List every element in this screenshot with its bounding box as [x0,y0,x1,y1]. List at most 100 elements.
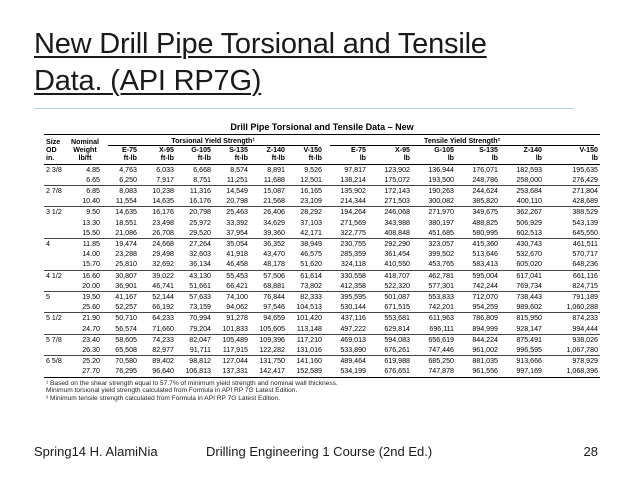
cell-tensile: 253,684 [500,185,544,197]
cell-weight: 15.50 [82,228,100,237]
cell-torsional: 51,620 [300,260,322,269]
cell-torsional: 7,917 [156,175,174,184]
cell-torsional: 10,238 [139,185,176,197]
table-row: 6.65 6,250 7,917 8,751 11,251 11,688 12,501 138… [44,175,600,186]
cell-tensile: 395,595 [324,291,368,303]
cell-torsional: 57,633 [176,291,213,303]
cell-torsional: 58,605 [102,333,139,346]
cell-weight: 15.70 [82,260,100,269]
cell-torsional: 27,264 [176,238,213,250]
cell-torsional: 122,282 [259,346,285,355]
cell-tensile: 138,214 [340,175,366,184]
cell-torsional: 25,463 [213,206,250,218]
cell-weight: 13.30 [82,218,100,227]
cell-tensile: 214,344 [340,197,366,206]
cell-torsional: 8,574 [230,165,248,174]
cell-torsional: 42,171 [300,228,322,237]
cell-tensile: 913,666 [500,355,544,367]
cell-tensile: 469,013 [324,333,368,346]
cell-torsional: 6,033 [156,165,174,174]
cell-torsional: 97,546 [263,303,285,312]
header-grade: V-150 [303,146,322,155]
cell-tensile: 824,715 [572,281,599,290]
cell-tensile: 874,233 [544,312,601,324]
table-row: 24.70 56,574 71,660 79,204 101,833 105,605 113… [44,324,600,335]
cell-torsional: 6,668 [193,165,211,174]
cell-tensile: 489,464 [324,355,368,367]
cell-torsional: 50,710 [102,312,139,324]
cell-size [44,249,68,259]
cell-tensile: 388,529 [544,206,601,218]
cell-torsional: 21,568 [263,197,285,206]
cell-tensile: 961,556 [472,367,498,376]
header-grade: Z-140 [523,146,542,155]
cell-tensile: 97,817 [344,165,366,174]
cell-torsional: 82,047 [176,333,213,346]
cell-tensile: 938,026 [544,333,601,346]
header-row: Size Nominal Torsional Yield Strength¹ Tens… [44,134,601,147]
cell-size: 5 1/2 [44,312,68,324]
cell-torsional: 20,798 [176,206,213,218]
cell-tensile: 513,646 [472,250,498,259]
cell-torsional: 79,204 [189,324,211,333]
cell-tensile: 135,902 [324,185,368,197]
cell-tensile: 385,820 [472,197,498,206]
header-unit: lb [500,154,544,165]
cell-tensile: 271,804 [544,185,601,197]
cell-tensile: 570,717 [572,250,599,259]
cell-torsional: 109,396 [250,333,287,346]
cell-tensile: 271,569 [340,218,366,227]
cell-tensile: 190,263 [412,185,456,197]
cell-torsional: 33,392 [226,218,248,227]
header-unit: ft-lb [102,154,139,165]
table-row: 4 1/2 16.60 30,807 39,022 43,130 55,453 57,506… [44,269,601,281]
cell-torsional: 18,551 [115,218,137,227]
header-unit: ft-lb [213,154,250,165]
cell-tensile: 543,139 [572,218,599,227]
cell-size: 5 7/8 [44,333,68,346]
cell-torsional: 16,176 [189,197,211,206]
tensile-group-label: Tensile Yield Strength² [330,137,595,147]
header-grade: X-95 [395,146,410,155]
header-size: in. [44,154,68,165]
cell-torsional: 61,614 [287,269,324,281]
cell-torsional: 101,833 [222,324,248,333]
cell-torsional: 68,881 [263,281,285,290]
cell-tensile: 791,189 [544,291,601,303]
cell-torsional: 89,402 [139,355,176,367]
table-row: 3 1/2 9.50 14,635 16,176 20,798 25,463 26,406 2… [44,206,601,218]
slide-footer: Spring14 H. AlamiNia Drilling Engineerin… [0,444,638,464]
cell-tensile: 712,070 [456,291,500,303]
header-grade: S-135 [229,146,248,155]
cell-weight: 26.30 [82,346,100,355]
cell-tensile: 661,116 [544,269,601,281]
cell-torsional: 105,489 [213,333,250,346]
header-size: OD [46,146,57,155]
cell-torsional: 57,506 [250,269,287,281]
cell-torsional: 66,421 [226,281,248,290]
cell-tensile: 534,199 [340,367,366,376]
cell-torsional: 36,134 [189,260,211,269]
table-row: 20.00 36,901 46,741 51,661 66,421 68,881 73,80… [44,281,600,292]
cell-torsional: 71,660 [152,324,174,333]
cell-torsional: 39,022 [139,269,176,281]
cell-tensile: 530,144 [340,303,366,312]
cell-torsional: 43,130 [176,269,213,281]
cell-weight: 9.50 [68,206,102,218]
cell-tensile: 300,082 [428,197,454,206]
cell-tensile: 428,689 [572,197,599,206]
header-torsional-group: Torsional Yield Strength¹ [102,134,324,147]
cell-torsional: 76,295 [115,367,137,376]
header-grade: Z-140 [266,146,285,155]
cell-size [44,196,68,207]
header-weight: Weight [73,146,97,155]
table-caption: Drill Pipe Torsional and Tensile Data – … [230,122,414,132]
cell-torsional: 48,178 [263,260,285,269]
cell-tensile: 997,169 [516,367,542,376]
table-row: 10.40 11,554 14,635 16,176 20,798 21,568 23,10… [44,196,600,207]
cell-torsional: 37,103 [300,218,322,227]
table-row: 15.70 25,810 32,692 36,134 46,458 48,178 51,62… [44,259,600,270]
cell-torsional: 82,977 [152,346,174,355]
cell-tensile: 276,429 [572,175,599,184]
cell-tensile: 671,515 [384,303,410,312]
